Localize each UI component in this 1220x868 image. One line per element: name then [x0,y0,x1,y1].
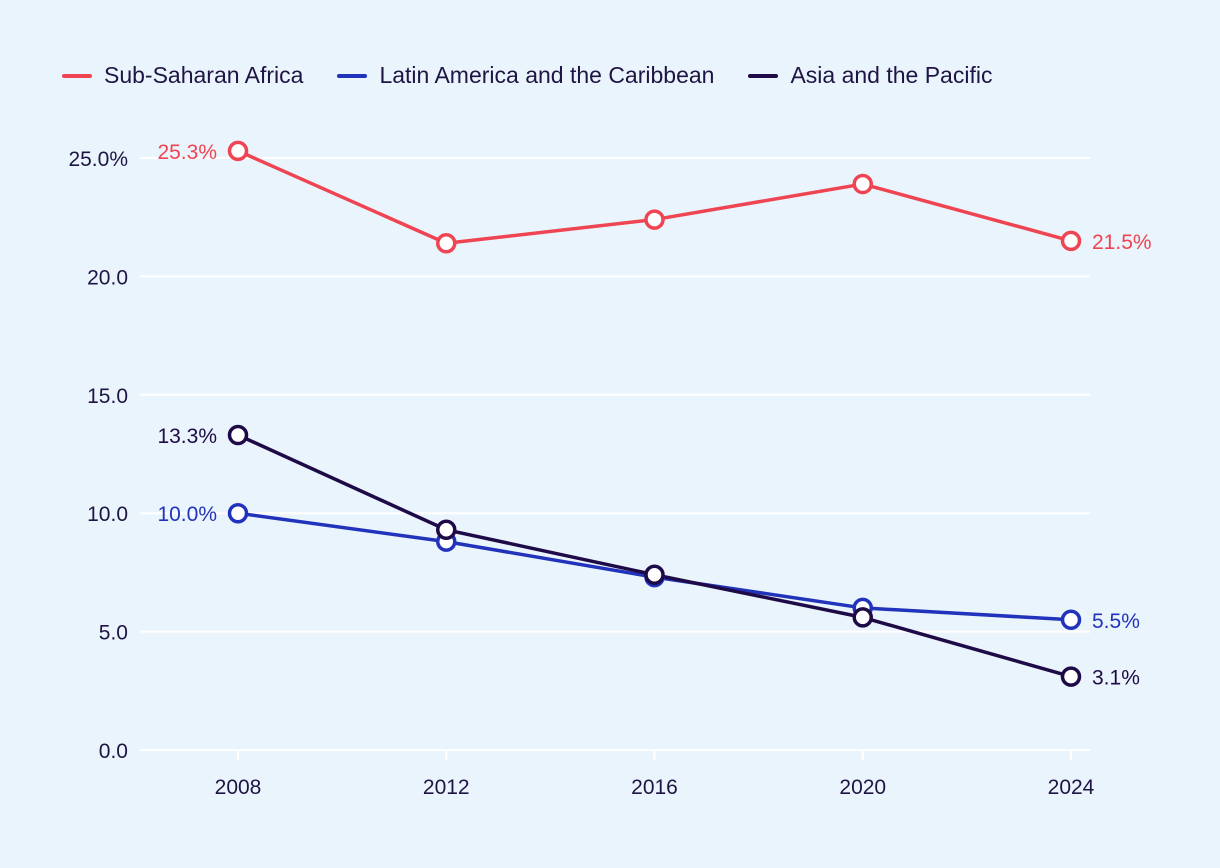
y-tick-label: 0.0 [99,740,128,763]
legend-swatch [62,73,92,78]
legend-swatch [748,73,779,78]
series-line-2 [237,433,1072,679]
data-point [227,502,249,524]
y-tick-label: 10.0 [87,503,128,526]
legend-swatch [337,73,368,78]
data-label-end: 3.1% [1092,667,1140,690]
legend-label: Sub-Saharan Africa [104,62,304,88]
data-point [644,209,665,230]
y-tick-label: 25.0% [68,148,128,171]
data-label-start: 10.0% [157,503,217,526]
data-point [436,519,457,541]
data-label-start: 25.3% [157,141,217,164]
legend-item-latin-america: Latin America and the Caribbean [337,62,714,89]
data-point [644,564,665,586]
legend-item-sub-saharan-africa: Sub-Saharan Africa [62,62,303,89]
y-tick-label: 5.0 [99,622,128,645]
legend: Sub-Saharan Africa Latin America and the… [62,62,1026,89]
data-point [852,173,873,195]
data-point [1060,666,1082,687]
data-point [227,424,249,446]
x-tick-label: 2012 [423,776,470,799]
data-point [1060,230,1082,252]
data-point [852,607,873,628]
data-label-start: 13.3% [157,425,217,448]
y-tick-label: 15.0 [87,385,128,408]
data-label-end: 21.5% [1092,231,1152,254]
data-label-end: 5.5% [1092,610,1140,633]
x-tick-label: 2024 [1048,776,1095,799]
data-point [1060,609,1082,631]
data-point [436,232,457,254]
x-tick-label: 2016 [631,776,678,799]
legend-item-asia-pacific: Asia and the Pacific [748,62,992,89]
y-tick-label: 20.0 [87,266,128,289]
x-tick-label: 2020 [839,776,886,799]
legend-label: Asia and the Pacific [790,62,993,88]
x-tick-label: 2008 [215,776,262,799]
legend-label: Latin America and the Caribbean [379,62,715,88]
data-point [227,140,249,162]
